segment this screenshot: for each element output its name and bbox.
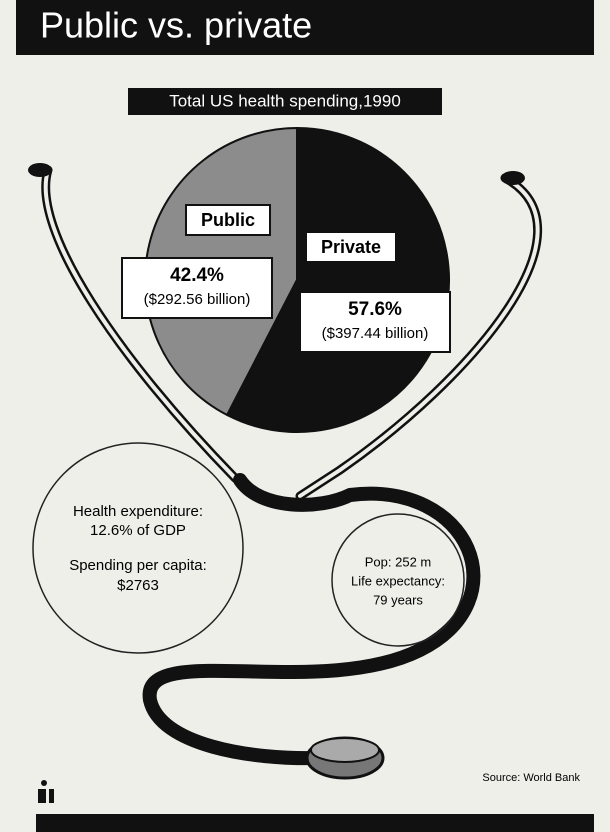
data-label: 42.4% (170, 265, 224, 286)
ear-tip (28, 163, 52, 177)
annotation: Spending per capita: (69, 557, 207, 574)
legend-label: Public (201, 210, 255, 230)
annotation: 12.6% of GDP (90, 522, 186, 539)
amount-label: ($397.44 billion) (322, 325, 429, 342)
pie: Public 42.4% ($292.56 billion) Private 57.6%… (121, 126, 451, 433)
ear-tip (501, 171, 525, 185)
subtitle-box (128, 88, 442, 115)
title-bar (16, 0, 594, 55)
chart-title: Public vs. private (40, 5, 312, 46)
source: Source: World Bank (482, 772, 580, 784)
annotation: $2763 (117, 577, 159, 594)
footer-bar (36, 814, 594, 832)
chest-piece (310, 737, 380, 763)
legend-label: Private (321, 237, 381, 257)
annotation: Life expectancy: (351, 573, 445, 588)
data-label: 57.6% (348, 299, 402, 320)
annotation: 79 years (373, 592, 423, 607)
label-box (305, 231, 397, 263)
logo (38, 780, 54, 803)
stethoscope (41, 165, 543, 766)
amount-label: ($292.56 billion) (144, 291, 251, 308)
info-circle (331, 513, 465, 647)
label-box (185, 204, 271, 236)
info-circle (32, 442, 244, 654)
label-box (299, 291, 451, 353)
chart-subtitle: Total US health spending,1990 (169, 91, 401, 110)
annotation: Pop: 252 m (365, 554, 432, 569)
annotation: Health expenditure: (73, 503, 203, 520)
label-box (121, 257, 273, 319)
